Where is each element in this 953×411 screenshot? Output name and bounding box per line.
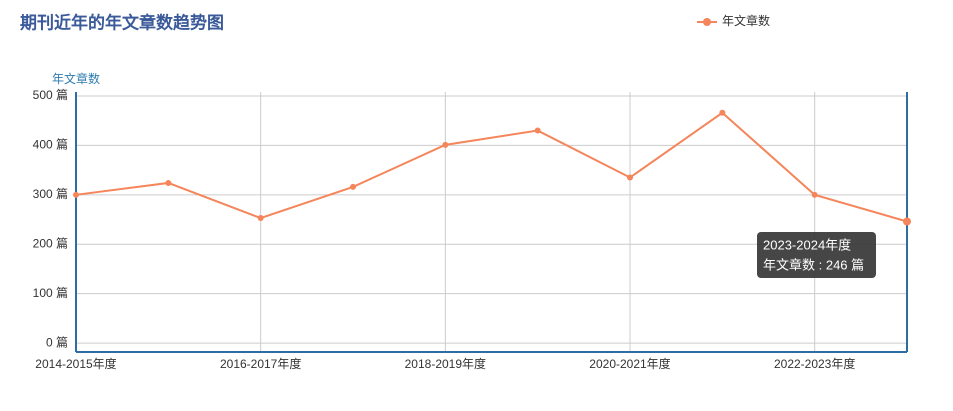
point [903,217,911,226]
line [75,111,908,223]
tooltip-text: 年文章数 : 246 篇 [763,257,864,272]
legend-label: 年文章数 [722,13,770,28]
chart-title: 期刊近年的年文章数趋势图 [20,12,224,32]
x-tick-label: 2020-2021年度 [589,356,670,371]
legend-marker [703,18,711,26]
point [165,179,172,186]
y-tick-label: 200 篇 [33,235,68,250]
point [257,215,264,222]
x-tick-label: 2018-2019年度 [405,356,486,371]
y-tick-label: 100 篇 [33,285,68,300]
y-tick-label: 400 篇 [33,137,68,152]
tooltip-box [757,232,876,278]
x-tick-label: 2014-2015年度 [35,356,116,371]
point [442,141,449,148]
point [811,191,818,198]
tooltip-title: 2023-2024年度 [763,237,851,252]
point [627,174,633,181]
point [73,191,79,198]
y-axis-label: 年文章数 [52,71,100,86]
y-tick-label: 300 篇 [33,186,68,201]
point [719,109,726,116]
y-tick-label: 500 篇 [33,87,68,102]
x-tick-label: 2016-2017年度 [220,356,301,371]
point [350,183,356,190]
point [534,127,541,134]
y-tick-label: 0 篇 [46,334,68,349]
x-tick-label: 2022-2023年度 [774,356,855,371]
